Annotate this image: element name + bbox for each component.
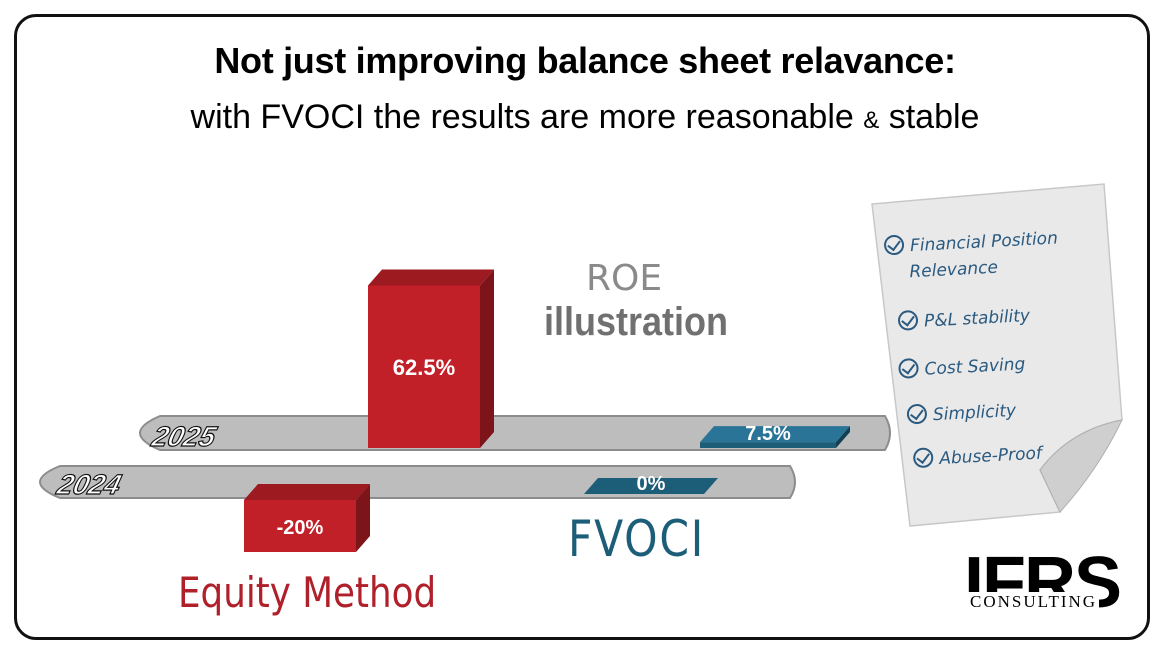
checklist-item-label: Relevance: [908, 257, 999, 283]
check-circle-icon: [897, 309, 919, 331]
data-label-equity-2024: -20%: [277, 517, 324, 539]
checklist-item-label: Abuse-Proof: [938, 443, 1043, 469]
checklist-note-shape: [871, 183, 1123, 527]
bar-fvoci-2024: 0%: [584, 473, 718, 495]
page-title: Not just improving balance sheet relavan…: [214, 40, 956, 81]
data-label-equity-2025: 62.5%: [393, 355, 455, 380]
category-label-2024: 2024: [53, 469, 125, 500]
checklist-item: Cost Saving: [898, 352, 1026, 381]
subtitle-main: with FVOCI the results are more reasonab…: [190, 98, 854, 136]
bar-fvoci-2025: 7.5%: [700, 423, 850, 448]
category-label-2025: 2025: [148, 421, 221, 452]
checklist-item: Financial Position: [883, 226, 1059, 257]
checklist-item-label: P&L stability: [923, 306, 1031, 332]
ifrs-consulting-logo: IFRS CONSULTING: [964, 543, 1134, 624]
series-label-equity-method: Equity Method: [178, 568, 437, 617]
bar-equity-2025: 62.5%: [368, 269, 494, 448]
chart-title-bottom: illustration: [544, 300, 729, 344]
subtitle-ampersand: &: [863, 107, 880, 134]
data-label-fvoci-2024: 0%: [637, 473, 666, 495]
page-subtitle: with FVOCI the results are more reasonab…: [0, 98, 1170, 137]
checklist-item-label: Simplicity: [932, 400, 1017, 426]
checklist-item-label: Cost Saving: [924, 354, 1026, 380]
logo-sub-text: CONSULTING: [968, 592, 1100, 612]
check-circle-icon: [898, 357, 920, 379]
subtitle-end: stable: [888, 98, 980, 136]
checklist-item-label: Financial Position: [909, 228, 1059, 257]
checklist-item-continuation: Relevance: [909, 258, 998, 283]
series-label-fvoci: FVOCI: [568, 510, 705, 568]
chart-title-top: ROE: [586, 258, 663, 299]
checklist-item: P&L stability: [897, 304, 1031, 333]
checklist-item: Simplicity: [906, 399, 1017, 427]
check-circle-icon: [912, 447, 934, 469]
check-circle-icon: [883, 234, 905, 256]
checklist-item: Abuse-Proof: [912, 442, 1043, 471]
check-circle-icon: [906, 403, 928, 425]
checklist-note: Financial Position Relevance P&L stabili…: [859, 180, 1126, 533]
data-label-fvoci-2025: 7.5%: [745, 423, 791, 445]
bar-equity-2024: -20%: [244, 484, 370, 552]
